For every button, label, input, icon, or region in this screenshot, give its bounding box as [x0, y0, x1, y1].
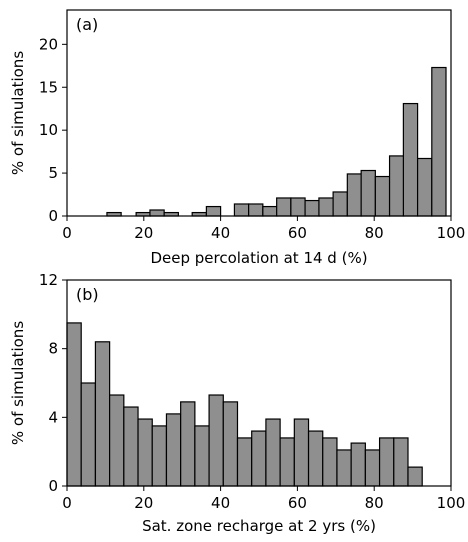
panel-a-bar — [205, 205, 222, 217]
panel-a-bar — [276, 197, 292, 217]
panel-b-bar — [265, 418, 281, 487]
panel-a-y-tick-label: 0 — [48, 207, 58, 225]
panel-a-bar — [388, 155, 405, 217]
panel-b-y-tick-label: 4 — [48, 408, 58, 426]
panel-b-bar — [307, 430, 324, 487]
panel-b-bar — [109, 394, 125, 487]
panel-a-x-tick-label: 60 — [288, 224, 307, 242]
panel-b-ylabel: % of simulations — [9, 321, 27, 445]
panel-a-bar — [360, 169, 376, 217]
panel-b-bar — [236, 437, 253, 487]
panel-b-bar — [165, 413, 182, 487]
panel-a-frame — [66, 9, 452, 217]
panel-a-bar — [332, 191, 348, 217]
panel-a-y-tick-label: 20 — [39, 35, 58, 53]
panel-a-bar — [248, 203, 264, 217]
panel-a-bar — [233, 203, 250, 217]
panel-a-ylabel: % of simulations — [9, 51, 27, 175]
panel-b-bar — [194, 425, 210, 487]
panel-b-y-tick-label: 0 — [48, 477, 58, 495]
panel-a-x-tick-label: 80 — [365, 224, 384, 242]
panel-b-bar — [279, 437, 295, 487]
panel-b-bar — [208, 394, 224, 487]
panel-a-x-tick-label: 0 — [62, 224, 72, 242]
panel-b-y-tick-label: 12 — [39, 271, 58, 289]
panel-a: 0 20 40 60 80 100 0 5 10 15 20 (a) Deep percolatio… — [9, 9, 465, 267]
panel-b-label: (b) — [76, 285, 99, 304]
panel-a-x-tick-label: 40 — [211, 224, 230, 242]
panel-b-x-tick-label: 20 — [134, 494, 153, 512]
panel-b-bar — [66, 322, 82, 487]
panel-b-bar — [393, 437, 409, 487]
panel-a-bar — [262, 205, 278, 217]
panel-b-x-tick-label: 80 — [365, 494, 384, 512]
panel-b-bar — [293, 418, 310, 487]
panel-a-bar — [304, 199, 320, 217]
panel-b-xlabel: Sat. zone recharge at 2 yrs (%) — [142, 517, 376, 535]
panel-b-bar — [94, 341, 111, 487]
panel-b-bar — [123, 406, 139, 487]
panel-a-x-tick-label: 20 — [134, 224, 153, 242]
panel-b-bar — [222, 401, 239, 487]
panel-a-ticks: 0 20 40 60 80 100 0 5 10 15 20 — [39, 35, 465, 242]
panel-b-x-tick-label: 40 — [211, 494, 230, 512]
panel-b-bar — [364, 449, 381, 487]
panel-b-bars — [66, 322, 423, 487]
panel-a-bar — [374, 175, 391, 217]
panel-b-bar — [407, 466, 423, 487]
panel-a-bar — [318, 197, 334, 217]
panel-b-bar — [251, 430, 267, 487]
panel-b-x-tick-label: 0 — [62, 494, 72, 512]
panel-b-ticks: 0 20 40 60 80 100 0 4 8 12 — [39, 271, 465, 512]
panel-a-x-tick-label: 100 — [437, 224, 466, 242]
panel-a-bars — [106, 66, 447, 217]
panel-a-bar — [290, 197, 306, 217]
panel-b-x-tick-label: 60 — [288, 494, 307, 512]
panel-b-bar — [180, 401, 196, 487]
panel-b-bar — [151, 425, 168, 487]
panel-a-xlabel: Deep percolation at 14 d (%) — [150, 249, 367, 267]
panel-b: 0 20 40 60 80 100 0 4 8 12 (b) Sat. zone recharge… — [9, 271, 465, 535]
panel-a-bar — [416, 157, 433, 217]
panel-a-y-tick-label: 10 — [39, 121, 58, 139]
panel-b-x-tick-label: 100 — [437, 494, 466, 512]
panel-a-bar — [402, 102, 419, 217]
panel-a-bar — [431, 66, 447, 217]
panel-a-label: (a) — [76, 15, 98, 34]
panel-b-y-tick-label: 8 — [48, 340, 58, 358]
panel-b-bar — [80, 382, 97, 487]
panel-b-bar — [350, 442, 366, 487]
panel-b-bar — [137, 418, 153, 487]
panel-a-y-tick-label: 15 — [39, 78, 58, 96]
panel-b-frame — [66, 279, 452, 487]
panel-a-bar — [149, 209, 165, 217]
panel-b-bar — [336, 449, 352, 487]
panel-a-y-tick-label: 5 — [48, 164, 58, 182]
panel-b-bar — [378, 437, 395, 487]
panel-b-bar — [322, 437, 338, 487]
panel-a-bar — [346, 173, 363, 217]
